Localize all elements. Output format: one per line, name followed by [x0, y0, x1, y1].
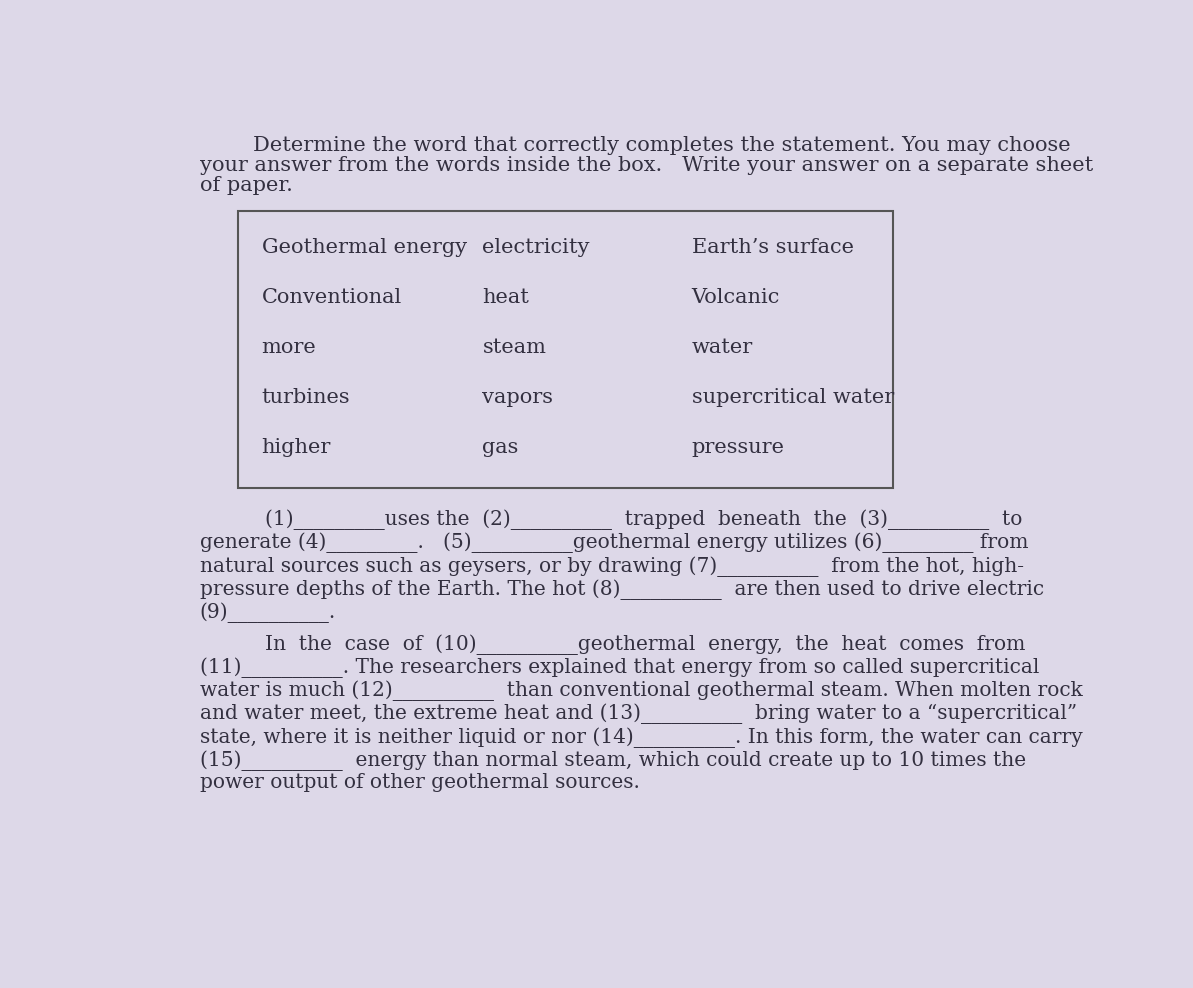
Text: and water meet, the extreme heat and (13)__________  bring water to a “supercrit: and water meet, the extreme heat and (13… — [199, 703, 1076, 724]
Text: electricity: electricity — [482, 238, 589, 257]
Text: pressure: pressure — [692, 438, 785, 457]
Text: higher: higher — [261, 438, 330, 457]
Text: water: water — [692, 338, 753, 357]
Text: (11)__________. The researchers explained that energy from so called supercritic: (11)__________. The researchers explaine… — [199, 658, 1039, 678]
Text: pressure depths of the Earth. The hot (8)__________  are then used to drive elec: pressure depths of the Earth. The hot (8… — [199, 579, 1044, 600]
Text: more: more — [261, 338, 316, 357]
Text: state, where it is neither liquid or nor (14)__________. In this form, the water: state, where it is neither liquid or nor… — [199, 727, 1082, 748]
Text: (15)__________  energy than normal steam, which could create up to 10 times the: (15)__________ energy than normal steam,… — [199, 750, 1026, 771]
Text: natural sources such as geysers, or by drawing (7)__________  from the hot, high: natural sources such as geysers, or by d… — [199, 556, 1024, 577]
Text: steam: steam — [482, 338, 546, 357]
Text: vapors: vapors — [482, 388, 554, 407]
Text: (9)__________.: (9)__________. — [199, 602, 335, 622]
Text: Earth’s surface: Earth’s surface — [692, 238, 854, 257]
Text: supercritical water: supercritical water — [692, 388, 894, 407]
Text: gas: gas — [482, 438, 519, 457]
Text: (1)_________uses the  (2)__________  trapped  beneath  the  (3)__________  to: (1)_________uses the (2)__________ trapp… — [265, 510, 1022, 531]
Text: In  the  case  of  (10)__________geothermal  energy,  the  heat  comes  from: In the case of (10)__________geothermal … — [265, 634, 1026, 655]
Text: power output of other geothermal sources.: power output of other geothermal sources… — [199, 773, 639, 792]
Text: Conventional: Conventional — [261, 288, 402, 307]
Text: generate (4)_________.   (5)__________geothermal energy utilizes (6)_________ fr: generate (4)_________. (5)__________geot… — [199, 533, 1028, 553]
Text: Determine the word that correctly completes the statement. You may choose: Determine the word that correctly comple… — [199, 135, 1070, 154]
Text: heat: heat — [482, 288, 530, 307]
Text: Geothermal energy: Geothermal energy — [261, 238, 466, 257]
Text: turbines: turbines — [261, 388, 350, 407]
Text: your answer from the words inside the box.   Write your answer on a separate she: your answer from the words inside the bo… — [199, 155, 1093, 175]
Text: water is much (12)__________  than conventional geothermal steam. When molten ro: water is much (12)__________ than conven… — [199, 681, 1082, 701]
Text: Volcanic: Volcanic — [692, 288, 780, 307]
Text: of paper.: of paper. — [199, 176, 292, 195]
